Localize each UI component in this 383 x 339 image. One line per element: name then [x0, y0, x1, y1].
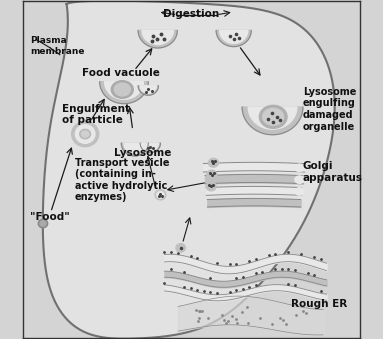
Ellipse shape — [155, 190, 166, 200]
Ellipse shape — [72, 121, 99, 147]
Ellipse shape — [40, 221, 46, 226]
Text: Plasma
membrane: Plasma membrane — [30, 36, 85, 56]
Ellipse shape — [176, 244, 185, 252]
Polygon shape — [121, 143, 148, 156]
Text: Golgi
apparatus: Golgi apparatus — [303, 161, 363, 183]
Ellipse shape — [80, 129, 90, 139]
Ellipse shape — [295, 164, 304, 172]
Polygon shape — [140, 143, 160, 153]
Ellipse shape — [207, 170, 217, 179]
Text: Food vacuole: Food vacuole — [82, 68, 160, 78]
Polygon shape — [140, 86, 156, 93]
Polygon shape — [142, 31, 173, 44]
Ellipse shape — [111, 81, 133, 98]
Polygon shape — [220, 31, 248, 43]
Ellipse shape — [295, 188, 304, 195]
Ellipse shape — [82, 131, 89, 137]
Polygon shape — [105, 82, 143, 99]
Polygon shape — [43, 1, 335, 339]
Ellipse shape — [157, 192, 164, 198]
Ellipse shape — [38, 219, 47, 228]
Polygon shape — [124, 143, 146, 154]
Polygon shape — [138, 31, 177, 48]
Text: "Food": "Food" — [30, 212, 70, 222]
Text: Digestion: Digestion — [164, 9, 219, 19]
Text: Lysosome: Lysosome — [114, 147, 171, 158]
Ellipse shape — [206, 182, 216, 191]
Text: Rough ER: Rough ER — [291, 299, 347, 310]
Ellipse shape — [208, 158, 219, 167]
Polygon shape — [100, 82, 148, 104]
Text: Transport vesicle
(containing in-
active hydrolytic
enzymes): Transport vesicle (containing in- active… — [75, 158, 170, 202]
Polygon shape — [242, 107, 303, 135]
Ellipse shape — [259, 105, 287, 128]
Text: Lysosome
engulfing
damaged
organelle: Lysosome engulfing damaged organelle — [303, 87, 356, 132]
Ellipse shape — [75, 125, 95, 143]
Ellipse shape — [263, 108, 284, 125]
Ellipse shape — [295, 176, 304, 183]
Text: Engulfment
of particle: Engulfment of particle — [62, 104, 129, 125]
Polygon shape — [216, 31, 251, 46]
Ellipse shape — [114, 83, 130, 96]
Polygon shape — [138, 86, 159, 95]
Polygon shape — [142, 143, 159, 151]
Polygon shape — [248, 107, 297, 129]
